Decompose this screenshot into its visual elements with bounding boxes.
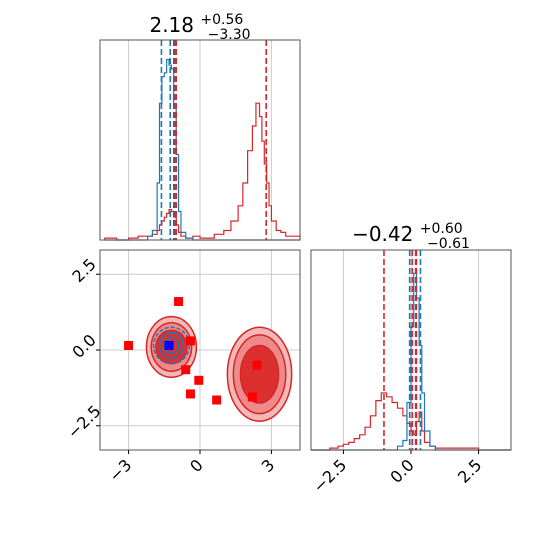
frame-marginal-1: [99, 39, 301, 241]
point-red-2: [185, 336, 195, 346]
point-red-3: [181, 365, 191, 375]
point-red-6: [212, 395, 222, 405]
point-red-4: [185, 389, 195, 399]
title-param-2-value: −0.42: [352, 222, 413, 246]
title-param-2-sup: +0.60: [420, 221, 463, 237]
contour-blue-1: [158, 331, 185, 359]
title-param-1-sup: +0.56: [200, 12, 243, 28]
title-param-1-value: 2.18: [149, 13, 194, 37]
x-axis-param-1-label-2: 3: [258, 455, 279, 476]
title-param-2-sub: −0.61: [427, 236, 470, 252]
panel-frames: [96, 39, 512, 454]
point-red-1: [174, 297, 184, 307]
point-red-8: [252, 360, 262, 370]
point-red-0: [124, 340, 134, 350]
points-layer: [124, 297, 262, 405]
point-red-7: [247, 392, 257, 402]
contour-blue-2: [163, 337, 180, 354]
x-axis-param-1-label-0: −3: [105, 455, 135, 485]
x-axis-param-2-label-2: 2.5: [454, 455, 485, 486]
title-param-1: 2.18 +0.56 −3.30: [149, 5, 250, 43]
title-param-1-sub: −3.30: [208, 27, 251, 43]
y-axis-label-1: 0.0: [68, 330, 99, 361]
contour-blue-0: [152, 326, 191, 365]
x-axis-param-2-label-1: 0.0: [386, 455, 417, 486]
point-blue: [164, 340, 174, 350]
title-param-2: −0.42 +0.60 −0.61: [352, 214, 470, 252]
y-axis-label-2: 2.5: [68, 255, 99, 286]
x-axis-param-1-label-1: 0: [186, 455, 207, 476]
contour-fill-layer: [145, 315, 293, 422]
contour-red-1-2: [239, 344, 280, 404]
y-axis-label-0: −2.5: [64, 401, 105, 442]
hist-m1-blue: [104, 58, 300, 241]
x-axis-param-2-label-0: −2.5: [309, 455, 350, 496]
hist-m1-red: [104, 102, 301, 241]
point-red-5: [194, 375, 204, 385]
